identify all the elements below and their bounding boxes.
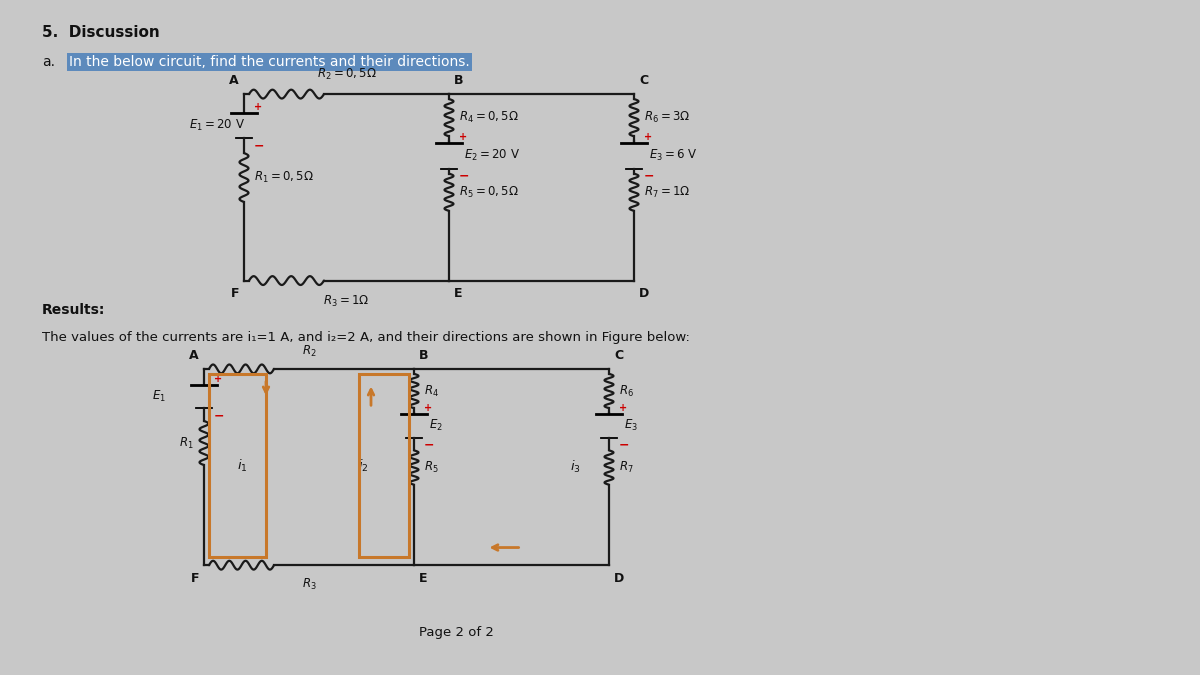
Text: −: − bbox=[254, 139, 264, 153]
Text: C: C bbox=[638, 74, 648, 87]
Text: Results:: Results: bbox=[42, 303, 106, 317]
Text: $R_4$: $R_4$ bbox=[424, 383, 439, 398]
Text: +: + bbox=[424, 403, 432, 413]
Text: $R_3=1\Omega$: $R_3=1\Omega$ bbox=[323, 294, 370, 309]
Text: $R_5$: $R_5$ bbox=[424, 460, 439, 475]
Text: $E_3$: $E_3$ bbox=[624, 418, 638, 433]
Text: E: E bbox=[419, 572, 427, 585]
Text: Page 2 of 2: Page 2 of 2 bbox=[419, 626, 493, 639]
Text: −: − bbox=[424, 439, 434, 452]
Text: $i_1$: $i_1$ bbox=[238, 458, 248, 474]
Text: −: − bbox=[644, 169, 654, 183]
Text: $E_2=20$ V: $E_2=20$ V bbox=[464, 148, 520, 163]
Text: +: + bbox=[458, 132, 467, 142]
Text: B: B bbox=[419, 349, 428, 362]
Text: 5.  Discussion: 5. Discussion bbox=[42, 26, 160, 40]
Text: In the below circuit, find the currents and their directions.: In the below circuit, find the currents … bbox=[70, 55, 469, 69]
Text: $R_2$: $R_2$ bbox=[301, 344, 317, 359]
Text: The values of the currents are i₁=1 A, and i₂=2 A, and their directions are show: The values of the currents are i₁=1 A, a… bbox=[42, 331, 690, 344]
Text: $R_6=3\Omega$: $R_6=3\Omega$ bbox=[644, 110, 690, 125]
Text: $R_1$: $R_1$ bbox=[179, 435, 194, 450]
Text: +: + bbox=[214, 374, 222, 383]
Text: −: − bbox=[619, 439, 630, 452]
Text: D: D bbox=[638, 288, 649, 300]
Text: $R_4=0,5\Omega$: $R_4=0,5\Omega$ bbox=[458, 110, 518, 125]
Text: $R_7$: $R_7$ bbox=[619, 460, 634, 475]
Text: $E_3=6$ V: $E_3=6$ V bbox=[649, 148, 697, 163]
Text: $R_2=0,5\Omega$: $R_2=0,5\Omega$ bbox=[317, 68, 377, 82]
Text: +: + bbox=[254, 102, 262, 112]
Text: $i_3$: $i_3$ bbox=[570, 459, 581, 475]
Text: +: + bbox=[619, 403, 628, 413]
Text: $E_1=20$ V: $E_1=20$ V bbox=[190, 118, 245, 133]
Text: −: − bbox=[458, 169, 469, 183]
Text: $R_5=0,5\Omega$: $R_5=0,5\Omega$ bbox=[458, 185, 518, 200]
Text: −: − bbox=[214, 409, 224, 422]
Text: F: F bbox=[191, 572, 199, 585]
Text: $R_7=1\Omega$: $R_7=1\Omega$ bbox=[644, 185, 690, 200]
Text: B: B bbox=[454, 74, 463, 87]
Text: +: + bbox=[644, 132, 652, 142]
Text: $i_2$: $i_2$ bbox=[359, 458, 370, 474]
Text: E: E bbox=[454, 288, 462, 300]
Text: D: D bbox=[614, 572, 624, 585]
Text: $E_2$: $E_2$ bbox=[430, 418, 443, 433]
Text: $E_1$: $E_1$ bbox=[152, 389, 166, 404]
Text: A: A bbox=[229, 74, 239, 87]
Text: $R_1=0,5\Omega$: $R_1=0,5\Omega$ bbox=[254, 170, 313, 185]
Text: $R_3$: $R_3$ bbox=[301, 577, 317, 592]
Text: C: C bbox=[614, 349, 623, 362]
Text: F: F bbox=[230, 288, 239, 300]
Text: A: A bbox=[190, 349, 199, 362]
Text: $R_6$: $R_6$ bbox=[619, 383, 634, 398]
Text: a.: a. bbox=[42, 55, 55, 69]
